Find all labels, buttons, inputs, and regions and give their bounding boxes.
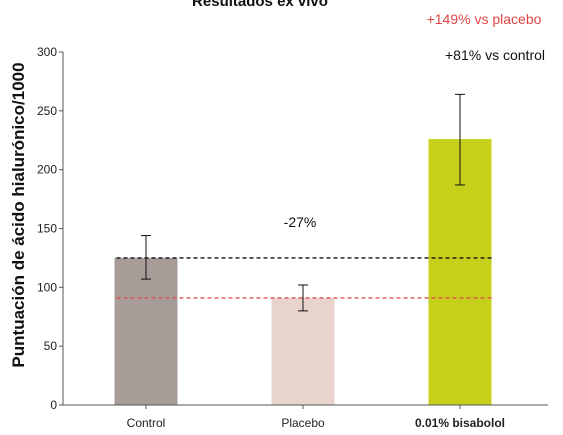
annotation-placebo-change: -27%: [284, 214, 317, 230]
y-axis-label: Puntuación de ácido hialurónico/1000: [9, 62, 28, 367]
chart-title: Resultados ex vivo: [192, 0, 328, 10]
annotation-vs-placebo: +149% vs placebo: [427, 11, 542, 27]
y-tick-label: 50: [44, 339, 58, 353]
y-tick-label: 0: [50, 398, 57, 412]
y-tick-label: 150: [37, 222, 57, 236]
error-bar-3: [455, 93, 465, 186]
error-bar-2: [298, 284, 308, 312]
annotation-vs-control: +81% vs control: [445, 47, 545, 63]
y-tick-label: 100: [37, 280, 57, 294]
x-category-label: Placebo: [281, 416, 325, 430]
y-tick-label: 300: [37, 45, 57, 59]
y-tick-label: 200: [37, 163, 57, 177]
y-tick-label: 250: [37, 104, 57, 118]
x-category-label: 0.01% bisabolol: [415, 416, 505, 430]
bar-1: [114, 257, 178, 405]
x-category-label: Control: [127, 416, 166, 430]
bar-2: [271, 297, 335, 405]
error-bar-1: [141, 235, 151, 280]
